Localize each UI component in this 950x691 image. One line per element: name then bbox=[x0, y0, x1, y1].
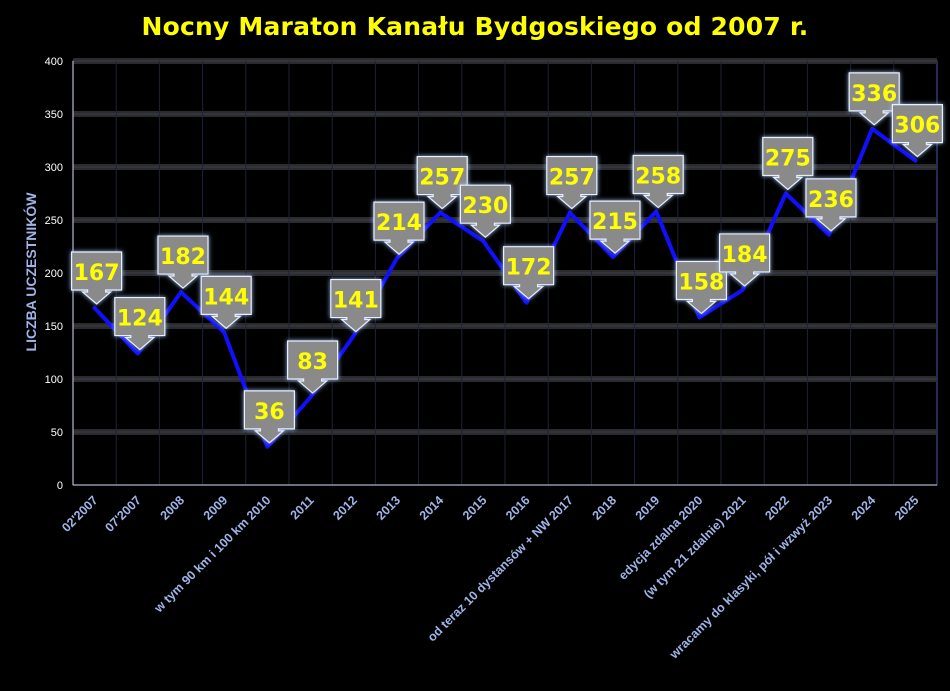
data-callout bbox=[503, 246, 555, 300]
data-callout bbox=[589, 200, 641, 254]
data-callout bbox=[200, 275, 252, 330]
data-callout bbox=[373, 201, 425, 255]
callout-shape bbox=[243, 390, 295, 444]
x-tick-label: 2025 bbox=[892, 493, 922, 523]
y-tick-label: 400 bbox=[45, 56, 63, 68]
x-tick-label: 2014 bbox=[417, 493, 447, 523]
x-tick-label: 2012 bbox=[330, 493, 360, 523]
callout-shape bbox=[157, 235, 209, 289]
data-label: 167 bbox=[74, 261, 120, 286]
x-tick-label: 2022 bbox=[762, 493, 792, 523]
data-callout bbox=[719, 233, 771, 287]
callout-shape bbox=[373, 201, 425, 255]
data-callout bbox=[287, 340, 339, 394]
data-label: 141 bbox=[333, 289, 379, 314]
callout-shape bbox=[891, 104, 943, 158]
y-tick-label: 350 bbox=[45, 109, 63, 121]
data-label: 306 bbox=[894, 114, 940, 139]
callout-shape bbox=[200, 275, 252, 330]
data-callout bbox=[71, 251, 123, 305]
x-tick-label: edycja zdalna 2020 bbox=[616, 493, 706, 583]
x-tick-label: 2024 bbox=[849, 493, 879, 523]
data-label: 144 bbox=[203, 285, 249, 310]
callout-shape bbox=[762, 136, 814, 191]
data-callout bbox=[459, 184, 511, 238]
data-label: 230 bbox=[462, 194, 508, 219]
callout-shape bbox=[503, 246, 555, 300]
callout-shape bbox=[719, 233, 771, 287]
data-callout bbox=[891, 104, 943, 158]
x-tick-label: 02'2007 bbox=[59, 493, 101, 535]
data-label: 184 bbox=[722, 243, 768, 268]
x-tick-label: od teraz 10 dystansów + NW 2017 bbox=[425, 493, 576, 644]
callout-layer: 167 124 182 144 36 83 141 214 257 230 172 257 215 258… bbox=[71, 72, 943, 444]
x-tick-label: 2015 bbox=[460, 493, 490, 523]
data-label: 36 bbox=[254, 400, 285, 425]
x-tick-label: 2008 bbox=[158, 493, 188, 523]
callout-shape bbox=[546, 155, 598, 210]
data-label: 236 bbox=[808, 188, 854, 213]
data-callout bbox=[675, 260, 727, 315]
x-tick-label: wracamy do klasyki, pół i wzwyż 2023 bbox=[666, 493, 835, 662]
y-tick-label: 50 bbox=[51, 427, 63, 439]
x-tick-label: 2018 bbox=[590, 493, 620, 523]
data-label: 124 bbox=[117, 307, 163, 332]
y-tick-label: 250 bbox=[45, 215, 63, 227]
data-label: 336 bbox=[851, 82, 897, 107]
y-tick-label: 0 bbox=[57, 480, 63, 492]
callout-shape bbox=[805, 178, 857, 232]
callout-shape bbox=[114, 296, 166, 351]
data-callout bbox=[330, 278, 382, 333]
data-callout bbox=[805, 178, 857, 232]
callout-shape bbox=[287, 340, 339, 394]
x-tick-label: 2013 bbox=[374, 493, 404, 523]
callout-shape bbox=[459, 184, 511, 238]
x-tick-label: 07'2007 bbox=[102, 493, 144, 535]
data-callout bbox=[114, 296, 166, 351]
data-callout bbox=[243, 390, 295, 444]
y-tick-label: 200 bbox=[45, 268, 63, 280]
data-label: 214 bbox=[376, 211, 422, 236]
callout-shape bbox=[632, 154, 684, 209]
data-callout bbox=[762, 136, 814, 191]
y-tick-label: 100 bbox=[45, 374, 63, 386]
y-tick-label: 150 bbox=[45, 321, 63, 333]
callout-shape bbox=[71, 251, 123, 305]
chart-title: Nocny Maraton Kanału Bydgoskiego od 2007… bbox=[141, 12, 809, 41]
y-tick-label: 300 bbox=[45, 162, 63, 174]
callout-shape bbox=[589, 200, 641, 254]
x-tick-label: 2009 bbox=[201, 493, 231, 523]
x-tick-label: 2016 bbox=[503, 493, 533, 523]
callout-shape bbox=[330, 278, 382, 333]
data-label: 83 bbox=[297, 350, 328, 375]
y-axis-label: LICZBA UCZESTNIKÓW bbox=[22, 192, 39, 352]
data-label: 275 bbox=[765, 147, 811, 172]
data-label: 257 bbox=[419, 166, 465, 191]
data-callout bbox=[632, 154, 684, 209]
data-label: 182 bbox=[160, 245, 206, 270]
data-label: 158 bbox=[678, 271, 724, 296]
data-label: 215 bbox=[592, 210, 638, 235]
data-label: 172 bbox=[506, 256, 552, 281]
data-label: 257 bbox=[549, 166, 595, 191]
x-tick-label: 2019 bbox=[633, 493, 663, 523]
x-tick-label: 2011 bbox=[288, 493, 317, 522]
data-callout bbox=[546, 155, 598, 210]
callout-shape bbox=[675, 260, 727, 315]
data-callout bbox=[157, 235, 209, 289]
data-label: 258 bbox=[635, 165, 681, 190]
